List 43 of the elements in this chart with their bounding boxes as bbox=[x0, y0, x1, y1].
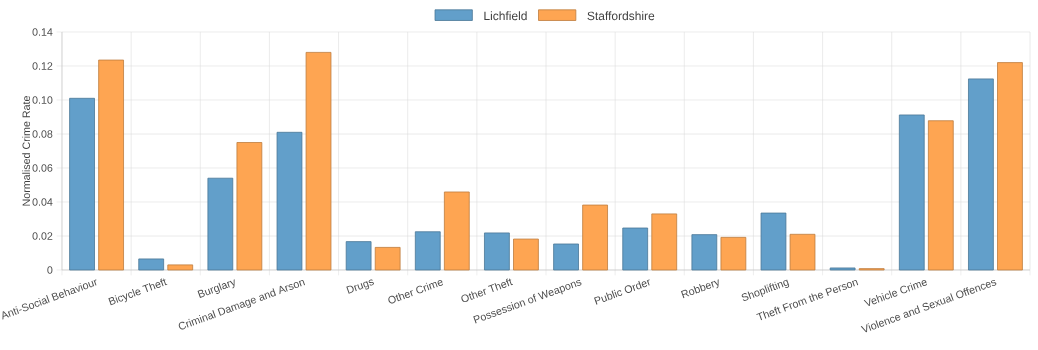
bar bbox=[305, 52, 332, 271]
y-tick-label: 0 bbox=[47, 266, 53, 274]
bar bbox=[138, 258, 165, 271]
bar bbox=[720, 236, 747, 271]
bar bbox=[276, 131, 303, 271]
bar bbox=[443, 191, 470, 271]
bar bbox=[968, 78, 994, 271]
bar bbox=[898, 114, 925, 271]
bar bbox=[691, 234, 718, 271]
bar bbox=[997, 62, 1023, 271]
bar bbox=[374, 246, 401, 271]
x-tick-label: Other Crime bbox=[388, 280, 443, 304]
bar bbox=[622, 227, 649, 271]
y-tick-label: 0.02 bbox=[32, 232, 53, 240]
bar bbox=[651, 213, 678, 271]
bar bbox=[69, 97, 95, 271]
bar bbox=[207, 177, 234, 271]
bar bbox=[760, 212, 787, 271]
bar bbox=[553, 243, 579, 271]
y-tick-label: 0.08 bbox=[32, 130, 53, 138]
y-tick-label: 0.06 bbox=[32, 164, 53, 172]
legend-label: Staffordshire bbox=[587, 11, 655, 21]
bar bbox=[829, 267, 856, 271]
bar bbox=[345, 241, 372, 271]
bar bbox=[236, 142, 263, 271]
bar bbox=[484, 232, 510, 271]
bar bbox=[789, 233, 816, 271]
bar bbox=[167, 264, 194, 271]
bar bbox=[513, 238, 539, 271]
x-tick-label: Drugs bbox=[346, 279, 374, 294]
bar bbox=[927, 120, 954, 271]
bar bbox=[582, 204, 608, 271]
legend-label: Lichfield bbox=[484, 11, 527, 21]
bar bbox=[98, 59, 124, 271]
y-tick-label: 0.10 bbox=[32, 96, 53, 104]
x-tick-label: Public Order bbox=[594, 279, 650, 305]
y-axis-title: Normalised Crime Rate bbox=[22, 96, 31, 206]
x-tick-label: Other Theft bbox=[461, 278, 514, 303]
y-tick-label: 0.04 bbox=[32, 198, 53, 206]
y-tick-label: 0.14 bbox=[32, 28, 53, 36]
bar bbox=[414, 231, 441, 271]
y-tick-label: 0.12 bbox=[32, 62, 53, 70]
x-tick-label: Bicycle Theft bbox=[108, 278, 168, 306]
